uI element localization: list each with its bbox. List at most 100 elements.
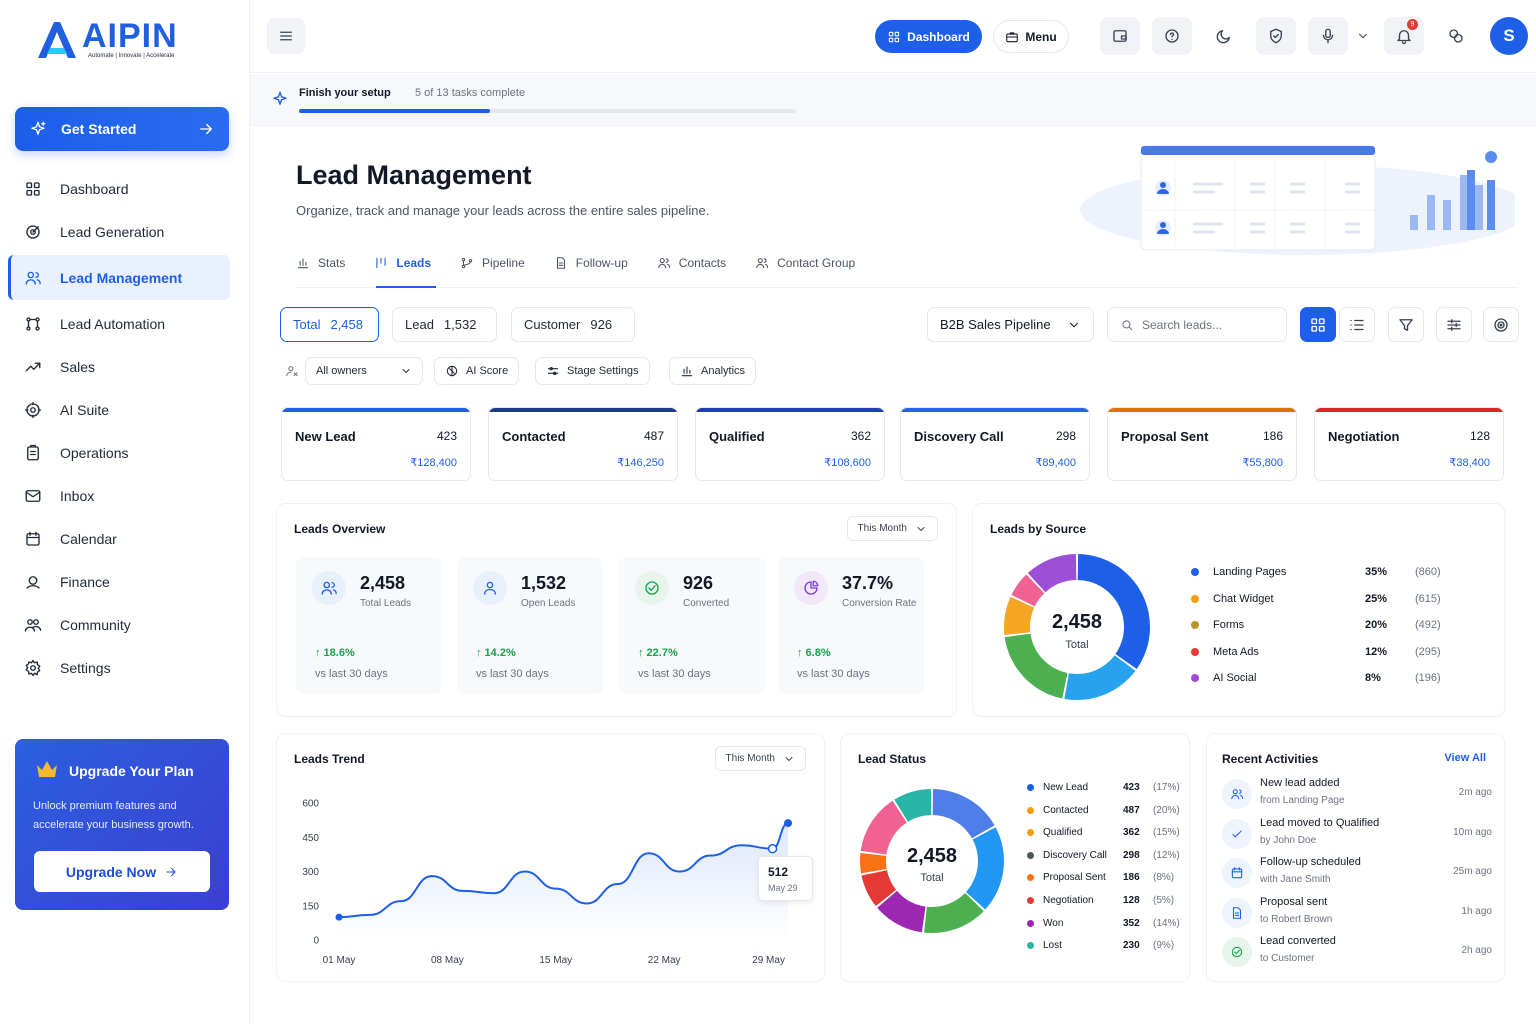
trend-hover-point[interactable]: [767, 843, 778, 854]
setup-progress-bar[interactable]: Finish your setup 5 of 13 tasks complete: [250, 74, 1536, 126]
ai-score-label: AI Score: [466, 365, 509, 377]
stage-settings-label: Stage Settings: [567, 365, 639, 377]
status-donut-segment: [966, 827, 1004, 910]
activity-item[interactable]: Proposal sent to Robert Brown 1h ago: [1222, 896, 1492, 932]
stage-card[interactable]: Contacted 487 ₹146,250: [488, 407, 678, 481]
tab-contacts[interactable]: Contacts: [657, 252, 726, 276]
target-view-button[interactable]: [1483, 307, 1519, 342]
stage-count: 298: [1055, 429, 1076, 443]
activity-item[interactable]: New lead added from Landing Page 2m ago: [1222, 777, 1492, 813]
sidebar-item-ai-suite[interactable]: AI Suite: [8, 388, 230, 431]
status-legend-item: Lost 230 (9%): [1027, 940, 1174, 951]
tab-follow-up[interactable]: Follow-up: [554, 252, 628, 276]
sidebar-item-finance[interactable]: Finance: [8, 560, 230, 603]
stage-count: 423: [436, 429, 457, 443]
upgrade-now-button[interactable]: Upgrade Now: [34, 851, 210, 892]
grid-view-button[interactable]: [1300, 307, 1336, 342]
stage-card[interactable]: Qualified 362 ₹108,600: [695, 407, 885, 481]
tab-contact-group[interactable]: Contact Group: [755, 252, 855, 276]
users-icon: [320, 579, 338, 597]
overview-period-select[interactable]: This Month: [846, 516, 938, 541]
search-input[interactable]: Search leads...: [1107, 307, 1287, 342]
trend-tooltip: 512 May 29: [758, 856, 813, 901]
stage-card[interactable]: Discovery Call 298 ₹89,400: [900, 407, 1090, 481]
tab-stats[interactable]: Stats: [296, 252, 345, 276]
sidebar-item-dashboard[interactable]: Dashboard: [8, 167, 230, 210]
kpi-icon-wrap: [473, 571, 507, 605]
check-icon: [1230, 827, 1244, 841]
owners-select[interactable]: All owners: [305, 357, 423, 385]
help-button[interactable]: [1152, 17, 1192, 55]
filter-chip-total[interactable]: Total 2,458: [280, 307, 379, 342]
leads-trend-panel: Leads Trend This Month 0 150 300 450 600 01 M…: [276, 733, 825, 982]
legend-dot: [1191, 621, 1199, 629]
sidebar-item-lead-automation[interactable]: Lead Automation: [8, 302, 230, 345]
sidebar-item-inbox[interactable]: Inbox: [8, 474, 230, 517]
analytics-button[interactable]: Analytics: [669, 357, 757, 385]
brand-name: AIPIN: [82, 17, 178, 55]
kpi-sub: vs last 30 days: [476, 668, 549, 680]
activity-item[interactable]: Lead converted to Customer 2h ago: [1222, 935, 1492, 971]
legend-name: Proposal Sent: [1043, 872, 1106, 884]
stage-card[interactable]: New Lead 423 ₹128,400: [281, 407, 471, 481]
y-tick-label: 450: [302, 833, 319, 844]
kpi-icon-wrap: [635, 571, 669, 605]
stage-amount: ₹108,600: [824, 457, 871, 469]
filter-button[interactable]: [1388, 307, 1424, 342]
list-view-button[interactable]: [1339, 307, 1375, 342]
translate-button[interactable]: [1436, 17, 1476, 55]
security-button[interactable]: [1256, 17, 1296, 55]
view-all-link[interactable]: View All: [1444, 752, 1486, 764]
menu-button[interactable]: Menu: [993, 20, 1069, 53]
pipeline-select[interactable]: B2B Sales Pipeline: [927, 307, 1094, 342]
wallet-button[interactable]: [1100, 17, 1140, 55]
avatar[interactable]: S: [1490, 17, 1528, 55]
voice-dropdown[interactable]: [1348, 17, 1378, 55]
sidebar-item-community[interactable]: Community: [8, 603, 230, 646]
crown-icon: [37, 761, 57, 777]
chevron-down-icon: [917, 526, 925, 531]
notifications-button[interactable]: 9: [1384, 17, 1424, 55]
stage-card[interactable]: Proposal Sent 186 ₹55,800: [1107, 407, 1297, 481]
activity-icon-wrap: [1222, 897, 1252, 928]
trend-period-select[interactable]: This Month: [714, 746, 806, 771]
activity-item[interactable]: Follow-up scheduled with Jane Smith 25m ag…: [1222, 856, 1492, 892]
menu-toggle-button[interactable]: [267, 18, 305, 54]
legend-name: Lost: [1043, 940, 1062, 952]
adjust-button[interactable]: [1436, 307, 1472, 342]
kpi-sub: vs last 30 days: [315, 668, 388, 680]
source-donut-segment: [1004, 633, 1068, 699]
sidebar-item-settings[interactable]: Settings: [8, 646, 230, 689]
sidebar-item-label: Finance: [60, 573, 110, 590]
legend-dot: [1027, 851, 1034, 859]
legend-dot: [1191, 647, 1199, 656]
legend-name: Forms: [1213, 619, 1245, 631]
sidebar-item-sales[interactable]: Sales: [8, 345, 230, 388]
theme-toggle-button[interactable]: [1204, 17, 1244, 55]
period-value: This Month: [725, 753, 775, 764]
source-donut-segment: [1011, 574, 1045, 607]
activity-item[interactable]: Lead moved to Qualified by John Doe 10m ag…: [1222, 817, 1492, 853]
sidebar-item-lead-generation[interactable]: Lead Generation: [8, 210, 230, 253]
status-donut-segment: [860, 800, 907, 855]
stage-name: Proposal Sent: [1121, 429, 1209, 444]
stage-card[interactable]: Negotiation 128 ₹38,400: [1314, 407, 1504, 481]
sidebar-item-lead-management[interactable]: Lead Management: [8, 255, 230, 300]
source-total: 2,458: [1051, 611, 1103, 633]
ai-score-button[interactable]: AI Score: [434, 357, 520, 385]
filter-chip-customer[interactable]: Customer 926: [511, 307, 635, 342]
tab-leads[interactable]: Leads: [374, 252, 431, 276]
voice-button[interactable]: [1308, 17, 1348, 55]
stage-settings-button[interactable]: Stage Settings: [535, 357, 650, 385]
get-started-button[interactable]: Get Started: [15, 107, 229, 151]
filter-chip-lead[interactable]: Lead 1,532: [392, 307, 497, 342]
target-icon: [1494, 317, 1508, 332]
tab-pipeline[interactable]: Pipeline: [460, 252, 525, 276]
status-total-label: Total: [920, 872, 944, 884]
sidebar-item-operations[interactable]: Operations: [8, 431, 230, 474]
dashboard-button[interactable]: Dashboard: [875, 20, 982, 53]
source-donut-segment: [1004, 596, 1035, 636]
sidebar-item-calendar[interactable]: Calendar: [8, 517, 230, 560]
brand-logo[interactable]: AIPIN: [34, 18, 178, 62]
recent-activities-panel: Recent Activities View All New lead adde…: [1206, 733, 1505, 982]
